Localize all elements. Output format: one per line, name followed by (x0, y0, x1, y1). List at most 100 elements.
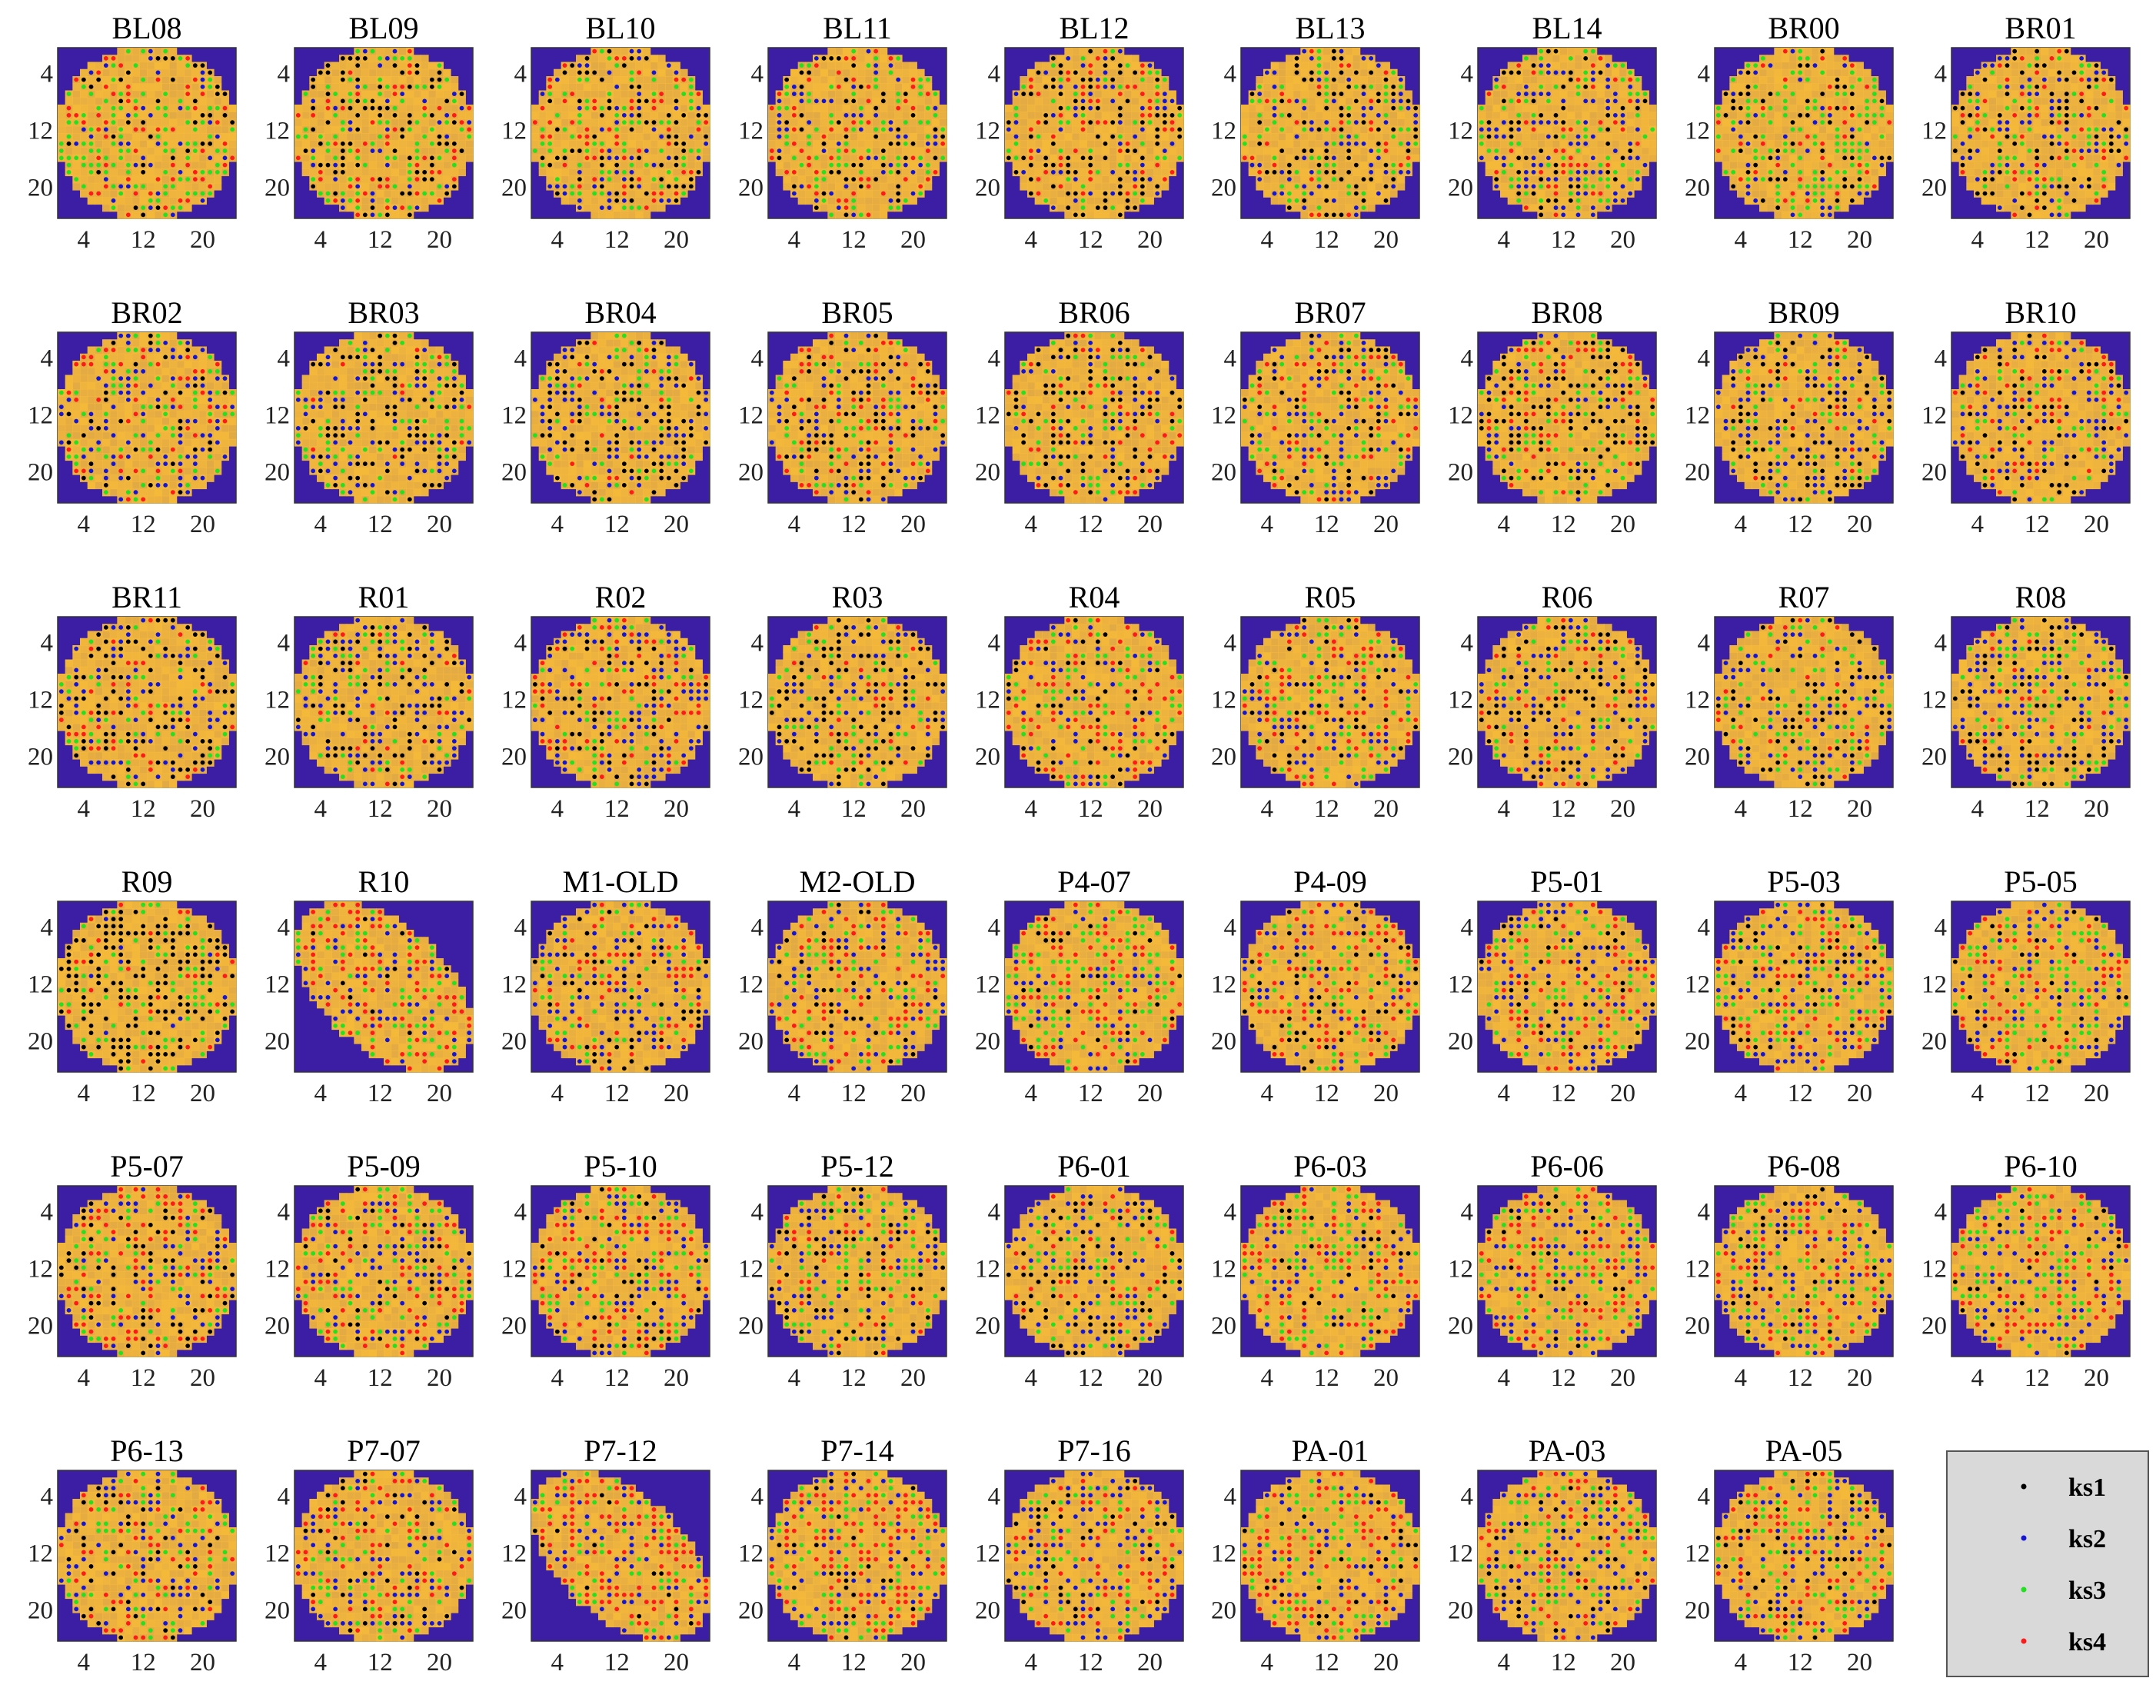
marker-ks4 (104, 184, 108, 188)
wafer-cell (398, 140, 406, 148)
marker-ks1 (408, 212, 412, 217)
wafer-cell (591, 76, 598, 84)
wafer-cell (161, 69, 169, 77)
marker-ks4 (296, 155, 301, 160)
marker-ks1 (156, 56, 161, 61)
wafer-cell (673, 62, 680, 70)
wafer-cell (317, 112, 324, 119)
wafer-cell (72, 91, 80, 98)
wafer-cell (155, 62, 162, 70)
wafer-cell (414, 91, 421, 98)
marker-ks2 (156, 70, 161, 75)
wafer-cell (584, 190, 591, 198)
wafer-cell (155, 211, 162, 219)
wafer-cell (421, 76, 428, 84)
wafer-cell (568, 161, 576, 169)
wafer-cell (635, 168, 643, 176)
wafer-cell (95, 176, 102, 184)
wafer-cell (657, 83, 665, 91)
wafer-cell (635, 126, 643, 134)
marker-ks3 (452, 163, 457, 168)
wafer-cell (110, 69, 118, 77)
marker-ks1 (355, 113, 360, 118)
wafer-cell (177, 190, 185, 198)
marker-ks3 (118, 135, 123, 139)
marker-ks3 (326, 191, 331, 196)
wafer-cell (635, 190, 643, 198)
wafer-cell (347, 155, 354, 162)
wafer-cell (436, 112, 444, 119)
marker-ks2 (408, 184, 412, 188)
marker-ks1 (408, 113, 412, 118)
wafer-cell (680, 98, 687, 105)
wafer-cell (161, 62, 169, 70)
wafer-cell (561, 197, 569, 205)
marker-ks3 (178, 177, 183, 181)
marker-ks1 (311, 106, 315, 111)
wafer-cell (687, 155, 695, 162)
marker-ks2 (89, 135, 94, 139)
marker-ks1 (348, 106, 353, 111)
wafer-cell (110, 155, 118, 162)
marker-ks2 (126, 142, 131, 146)
marker-ks4 (193, 170, 198, 175)
wafer-cell (421, 140, 428, 148)
wafer-cell (657, 140, 665, 148)
wafer-cell (428, 183, 436, 191)
marker-ks3 (156, 198, 161, 203)
marker-ks1 (230, 120, 235, 125)
marker-ks3 (355, 155, 360, 160)
wafer-cell (376, 168, 384, 176)
marker-ks2 (444, 113, 449, 118)
wafer-cell (443, 69, 451, 77)
wafer-cell (88, 76, 95, 84)
wafer-cell (102, 197, 110, 205)
marker-ks3 (341, 127, 345, 132)
wafer-cell (147, 176, 155, 184)
marker-ks2 (363, 49, 368, 54)
wafer-cell (361, 112, 369, 119)
wafer-cell (102, 205, 110, 212)
marker-ks2 (148, 49, 153, 54)
marker-ks3 (378, 56, 382, 61)
wafer-cell (331, 98, 339, 105)
marker-ks3 (148, 198, 153, 203)
wafer-cell (125, 62, 132, 70)
marker-ks1 (82, 78, 86, 82)
wafer-cell (568, 197, 576, 205)
marker-ks4 (178, 198, 183, 203)
marker-ks4 (348, 70, 353, 75)
marker-ks3 (415, 85, 420, 89)
wafer-cell (539, 119, 547, 127)
marker-ks1 (96, 78, 101, 82)
marker-ks1 (400, 135, 404, 139)
wafer-cell (465, 155, 473, 162)
marker-ks4 (163, 205, 168, 210)
marker-ks1 (141, 120, 145, 125)
wafer-cell (139, 83, 147, 91)
wafer-cell (451, 76, 458, 84)
wafer-cell (161, 161, 169, 169)
wafer-cell (406, 148, 414, 155)
marker-ks4 (156, 127, 161, 132)
marker-ks4 (67, 113, 72, 118)
marker-ks4 (393, 85, 398, 89)
wafer-cell (147, 62, 155, 70)
wafer-cell (657, 76, 665, 84)
wafer-cell (398, 211, 406, 219)
wafer-cell (361, 76, 369, 84)
y-tick-label: 4 (41, 60, 54, 88)
marker-ks1 (126, 70, 131, 75)
wafer-cell (132, 55, 140, 62)
marker-ks3 (118, 148, 123, 153)
marker-ks3 (178, 98, 183, 103)
wafer-cell (436, 126, 444, 134)
marker-ks2 (467, 120, 471, 125)
wafer-cell (177, 76, 185, 84)
marker-ks3 (415, 148, 420, 153)
wafer-cell (155, 155, 162, 162)
wafer-cell (161, 76, 169, 84)
wafer-cell (376, 48, 384, 55)
marker-ks2 (333, 106, 338, 111)
y-tick-label: 20 (265, 174, 290, 201)
